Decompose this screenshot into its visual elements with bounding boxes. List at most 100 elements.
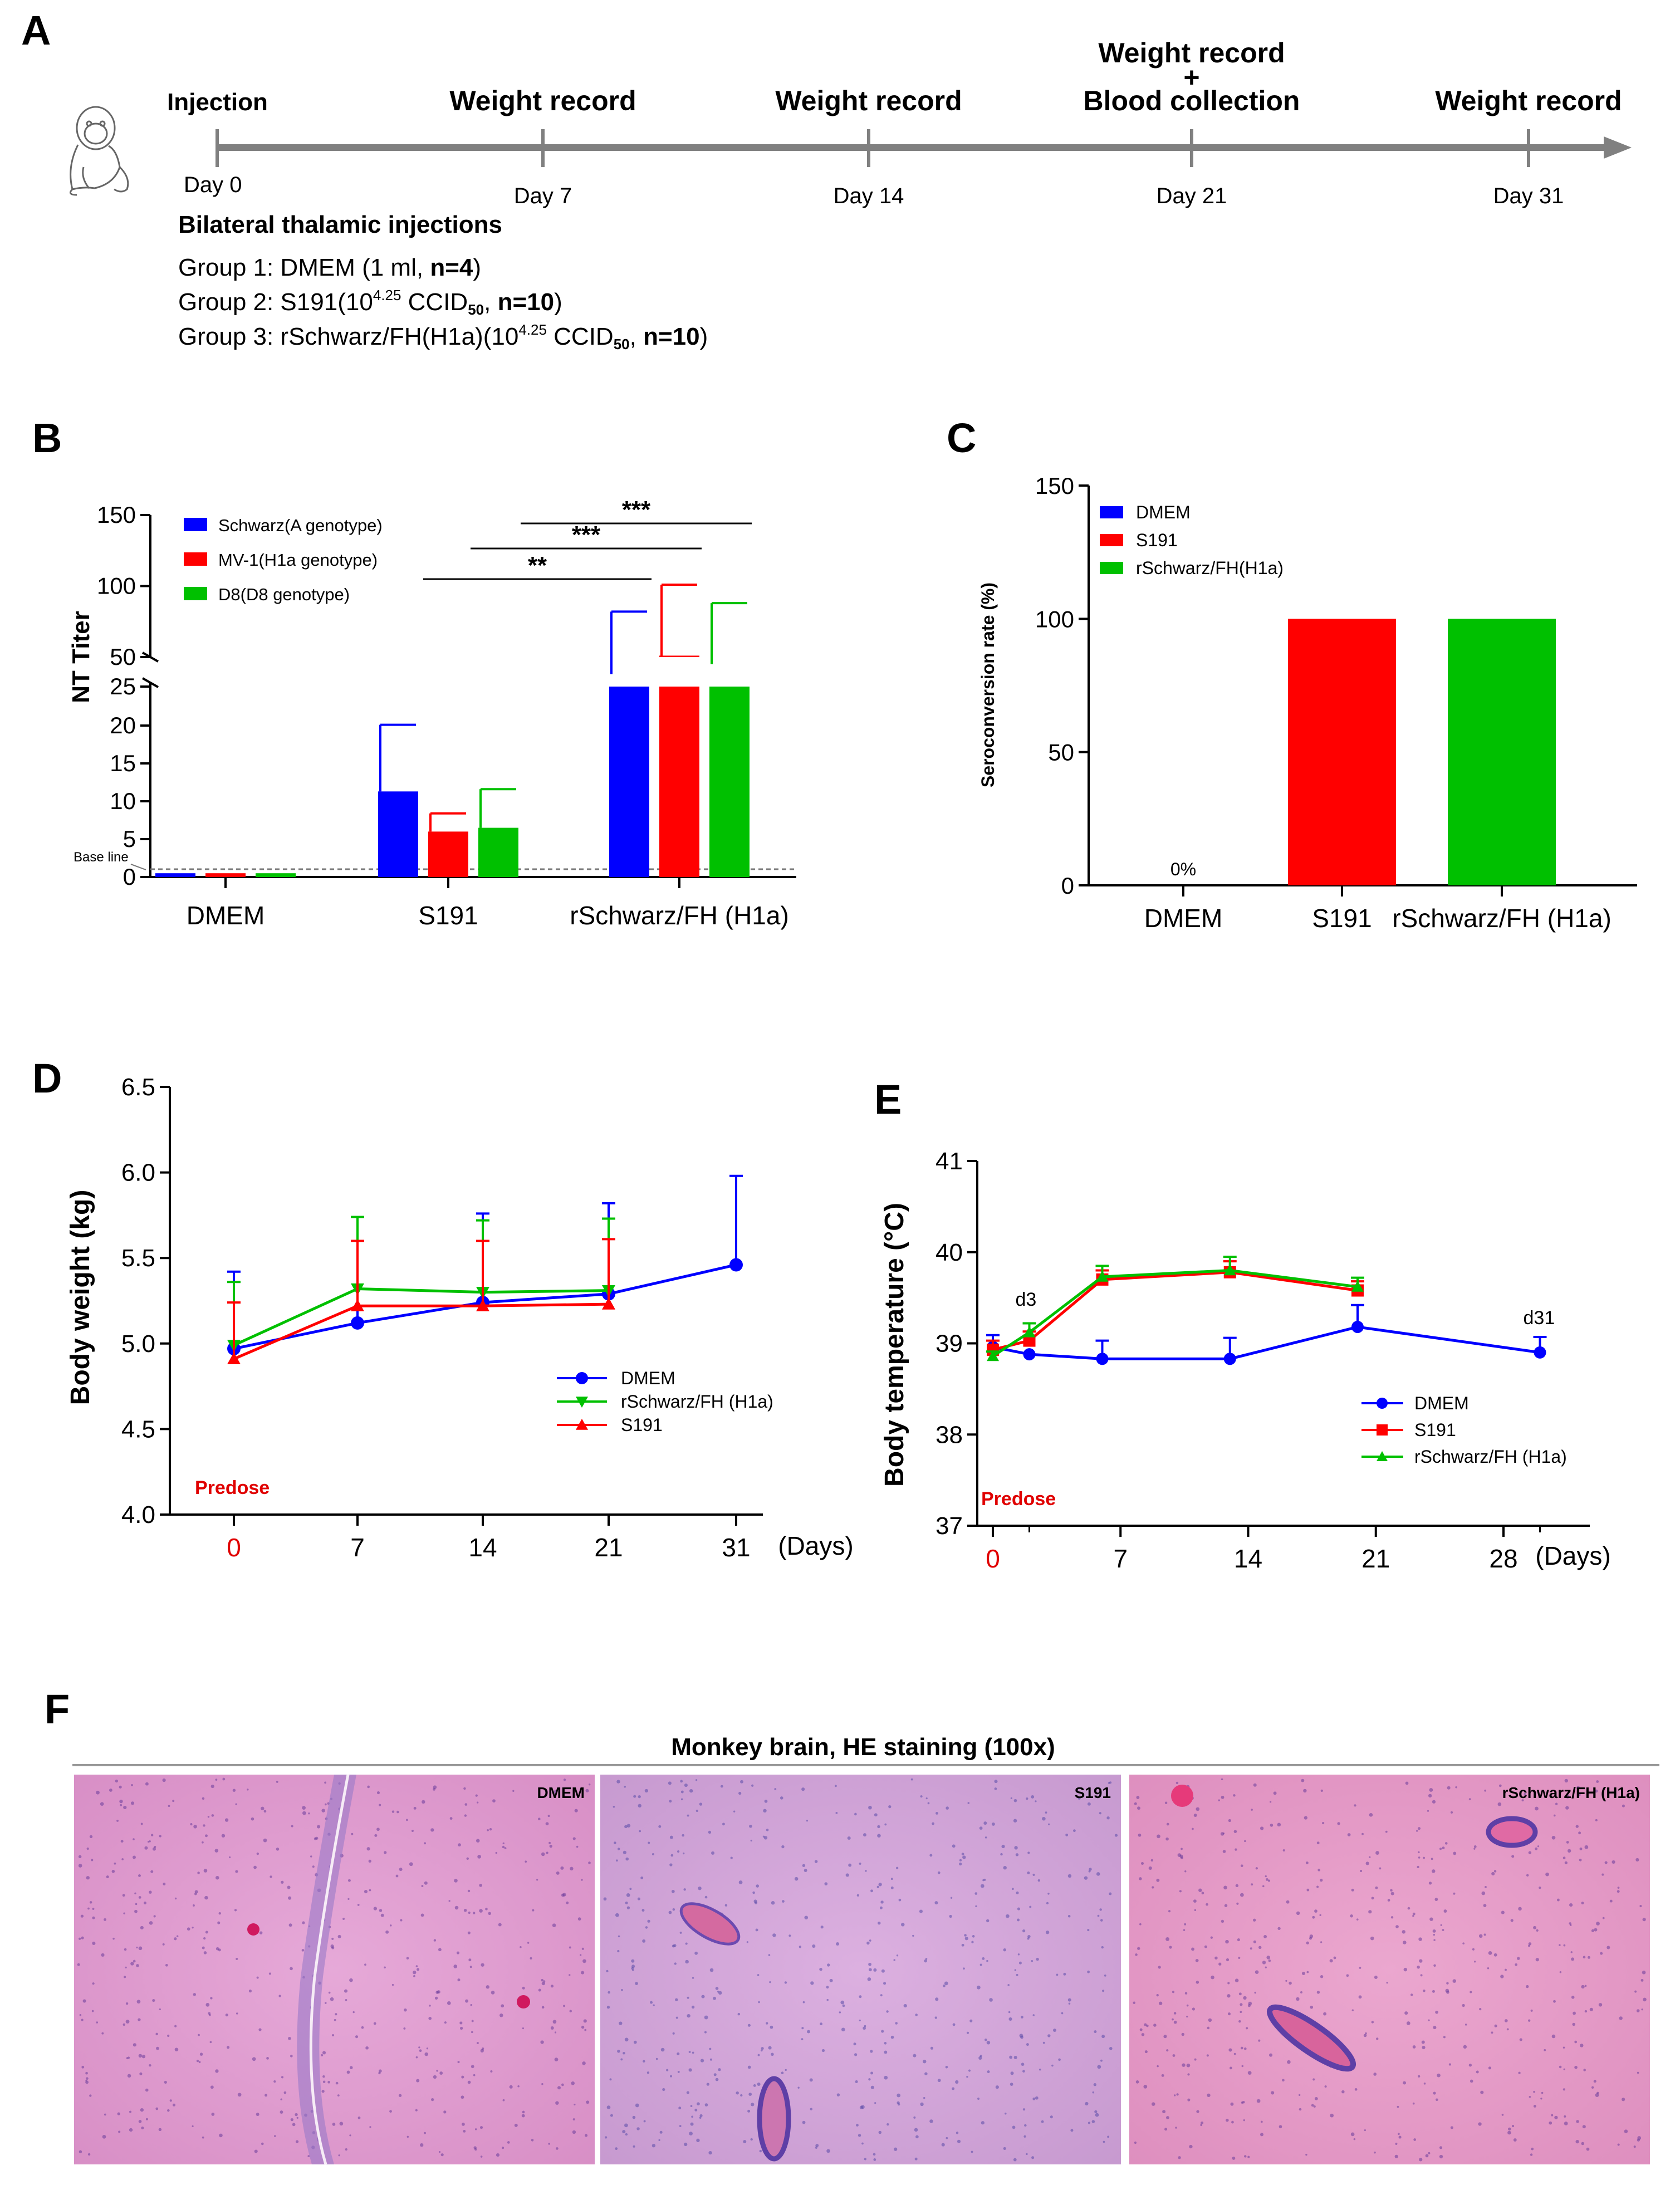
nucleus xyxy=(977,1985,981,1990)
data-point xyxy=(1223,1353,1236,1365)
data-point xyxy=(576,1397,588,1408)
nucleus xyxy=(198,2034,200,2036)
nucleus xyxy=(766,1829,769,1831)
nucleus xyxy=(610,2114,613,2117)
group-prefix: Group 3: rSchwarz/FH(H1a)( xyxy=(178,323,492,350)
nucleus xyxy=(839,2011,841,2013)
nucleus xyxy=(1032,1873,1035,1877)
nucleus xyxy=(1181,2032,1184,2036)
nucleus xyxy=(532,1909,535,1912)
nucleus xyxy=(399,1868,403,1872)
nucleus xyxy=(261,1806,265,1810)
nucleus xyxy=(400,1919,403,1922)
nucleus xyxy=(259,1931,263,1934)
nucleus xyxy=(548,2143,550,2145)
nucleus xyxy=(668,1781,672,1785)
nucleus xyxy=(967,1802,970,1804)
nucleus xyxy=(77,1963,80,1966)
histology-perivascular-cuff xyxy=(1486,1816,1538,1848)
nucleus xyxy=(263,1810,267,1813)
nucleus xyxy=(1139,1923,1142,1926)
nucleus xyxy=(164,2080,167,2084)
nucleus xyxy=(1235,1848,1237,1851)
group-n: n=10 xyxy=(643,323,700,350)
nucleus xyxy=(807,2030,810,2034)
nucleus xyxy=(140,2108,144,2112)
nucleus xyxy=(436,2070,438,2072)
nucleus xyxy=(468,1911,471,1914)
nucleus xyxy=(174,2047,179,2051)
nucleus xyxy=(1282,2079,1285,2082)
nucleus xyxy=(428,2016,432,2020)
nucleus xyxy=(1285,1980,1287,1982)
nucleus xyxy=(836,1942,840,1946)
y-axis-title: Body weight (kg) xyxy=(66,1190,95,1405)
nucleus xyxy=(572,2118,575,2121)
nucleus xyxy=(430,1828,434,1832)
nucleus xyxy=(465,1999,469,2003)
nucleus xyxy=(963,1967,965,1970)
nucleus xyxy=(771,2052,774,2056)
nucleus xyxy=(1042,1816,1046,1821)
nucleus xyxy=(366,1847,370,1851)
nucleus xyxy=(149,1840,151,1843)
nucleus xyxy=(826,1998,829,2001)
nucleus xyxy=(1595,2093,1599,2098)
nucleus xyxy=(1528,2019,1531,2022)
nucleus xyxy=(1395,1925,1399,1928)
nucleus xyxy=(722,1823,725,1826)
nucleus xyxy=(426,2047,429,2050)
nucleus xyxy=(659,2130,663,2134)
nucleus xyxy=(331,1937,334,1940)
nucleus xyxy=(133,1855,136,1859)
y-tick-label: 0 xyxy=(123,864,136,890)
data-point xyxy=(602,1297,615,1310)
nucleus xyxy=(448,1900,450,1902)
nucleus xyxy=(1365,1861,1369,1865)
nucleus xyxy=(424,1842,427,1845)
nucleus xyxy=(585,2134,588,2137)
nucleus xyxy=(1175,2127,1177,2129)
nucleus xyxy=(1485,1886,1487,1888)
nucleus xyxy=(1222,1833,1225,1835)
nucleus xyxy=(1594,1928,1598,1932)
nucleus xyxy=(335,2013,337,2016)
nucleus xyxy=(1566,1841,1569,1844)
nucleus xyxy=(1420,1974,1423,1977)
nucleus xyxy=(683,1888,686,1891)
legend-swatch xyxy=(184,518,207,531)
legend-label: rSchwarz/FH(H1a) xyxy=(1136,558,1284,578)
nucleus xyxy=(979,1963,982,1966)
nucleus xyxy=(1551,2034,1556,2039)
nucleus xyxy=(950,1897,953,1899)
nucleus xyxy=(172,2103,176,2106)
nucleus xyxy=(1423,2083,1426,2085)
nucleus xyxy=(698,1886,702,1890)
nucleus xyxy=(1300,1991,1302,1993)
nucleus xyxy=(136,2000,141,2004)
nucleus xyxy=(1584,1985,1587,1987)
nucleus xyxy=(167,2034,170,2037)
nucleus xyxy=(701,1995,705,1998)
nucleus xyxy=(502,2147,505,2149)
nucleus xyxy=(636,2127,640,2130)
nucleus xyxy=(1201,2121,1204,2125)
nucleus xyxy=(307,2155,310,2158)
nucleus xyxy=(1583,2069,1586,2071)
nucleus xyxy=(1296,1997,1300,2001)
nucleus xyxy=(771,1901,775,1905)
nucleus xyxy=(1443,1909,1447,1913)
nucleus xyxy=(302,1811,306,1815)
nucleus xyxy=(229,1856,231,1859)
nucleus xyxy=(608,1991,610,1994)
nucleus xyxy=(1473,1845,1477,1848)
nucleus xyxy=(135,1903,138,1905)
nucleus xyxy=(1037,1879,1040,1882)
nucleus xyxy=(1265,1966,1267,1968)
nucleus xyxy=(406,1957,409,1960)
nucleus xyxy=(1574,2040,1577,2044)
nucleus xyxy=(946,2137,948,2139)
nucleus xyxy=(1518,2071,1521,2074)
nucleus xyxy=(290,1967,293,1971)
nucleus xyxy=(332,2123,336,2126)
